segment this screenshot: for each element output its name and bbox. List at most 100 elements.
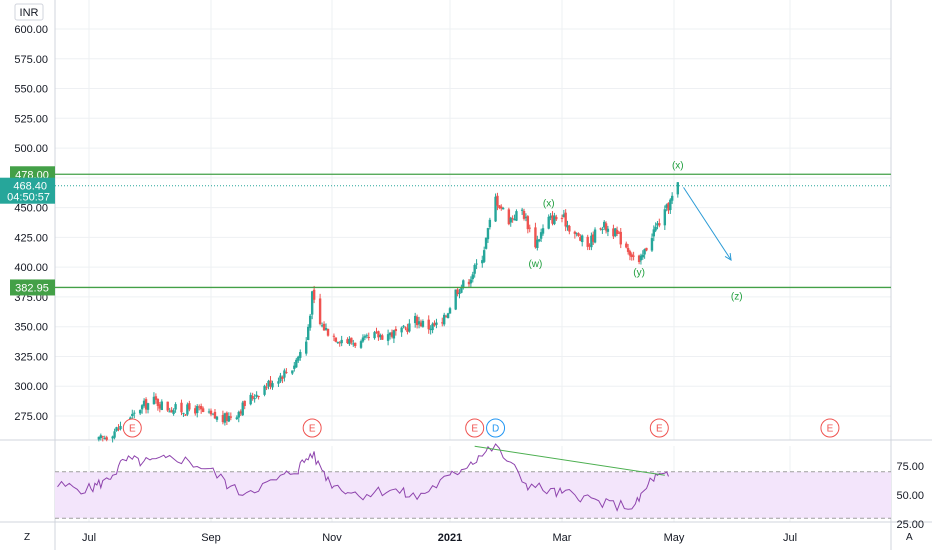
earnings-marker[interactable]: E — [122, 418, 142, 438]
candle-body — [566, 225, 569, 228]
candle — [156, 398, 160, 411]
candle — [103, 435, 106, 440]
candle — [509, 216, 512, 227]
candle-body — [359, 341, 363, 348]
candle-body — [612, 228, 615, 237]
candle — [573, 230, 577, 239]
y-tick-label: 325.00 — [14, 351, 48, 363]
candle-body — [496, 195, 499, 206]
candle-body — [513, 219, 516, 221]
candle — [630, 252, 633, 261]
candle — [277, 377, 280, 387]
candle-body — [160, 401, 164, 411]
candle-body — [421, 320, 425, 327]
candle — [186, 402, 189, 417]
candle-body — [606, 228, 610, 232]
rsi-pane — [55, 443, 891, 519]
candle — [166, 401, 169, 413]
candle — [481, 255, 484, 268]
candle-body — [614, 228, 617, 237]
candle — [111, 435, 114, 443]
auto-scale-button[interactable]: A — [906, 532, 913, 543]
candle-body — [229, 416, 233, 418]
earnings-marker[interactable]: E — [302, 418, 322, 438]
candle — [375, 327, 378, 334]
candle — [279, 372, 282, 383]
candle — [601, 226, 604, 234]
candle — [318, 293, 322, 326]
candle — [215, 415, 219, 423]
candle — [467, 279, 471, 288]
candle — [184, 413, 187, 416]
candle — [427, 315, 430, 334]
candle — [174, 402, 177, 413]
candle — [291, 370, 294, 375]
dividend-marker[interactable]: D — [486, 418, 506, 438]
timezone-toggle-button[interactable]: Z — [24, 532, 31, 543]
candle-body — [156, 398, 160, 406]
projection-arrow-head — [724, 253, 732, 261]
candle-body — [308, 315, 312, 328]
candle-body — [419, 322, 423, 327]
candle — [547, 214, 550, 230]
candle-body — [377, 331, 380, 338]
candle — [180, 399, 183, 416]
candle — [283, 368, 286, 382]
candle-body — [326, 328, 330, 336]
candle — [346, 337, 349, 345]
candle-body — [363, 336, 367, 338]
candle — [524, 213, 528, 222]
candle-body — [460, 287, 463, 293]
candle-body — [348, 338, 351, 345]
earnings-marker[interactable]: E — [649, 418, 669, 438]
candle — [326, 328, 330, 337]
candle — [348, 336, 351, 346]
candle — [626, 244, 630, 255]
marker-label: E — [471, 424, 478, 435]
candle — [194, 405, 197, 416]
candle-body — [338, 342, 341, 344]
candle — [580, 234, 584, 247]
candle-body — [386, 334, 390, 341]
earnings-marker[interactable]: E — [820, 418, 840, 438]
y-tick-label: 425.00 — [14, 232, 48, 244]
candle-body — [482, 250, 486, 262]
candle — [441, 317, 444, 327]
candle — [361, 334, 365, 343]
candle — [433, 320, 436, 327]
candle — [442, 312, 446, 327]
candle-body — [318, 298, 322, 325]
candle — [160, 399, 164, 411]
candle — [539, 228, 543, 243]
candle-body — [133, 412, 136, 414]
candle-body — [539, 232, 543, 239]
x-tick-label: Jul — [783, 532, 797, 544]
candle — [172, 408, 175, 416]
earnings-marker[interactable]: E — [465, 418, 485, 438]
candle — [320, 322, 324, 328]
candle — [549, 212, 552, 221]
candle — [271, 380, 274, 390]
candle — [460, 284, 463, 294]
marker-circle — [122, 418, 142, 438]
candle-body — [467, 281, 471, 285]
candle-body — [115, 427, 118, 431]
candle-body — [580, 235, 584, 243]
candle — [494, 193, 497, 222]
candle-body — [431, 323, 434, 331]
candle — [131, 409, 134, 420]
candle-body — [515, 211, 518, 221]
candle-body — [541, 228, 545, 234]
candle — [656, 220, 659, 230]
currency-label: INR — [14, 3, 44, 21]
candle-body — [297, 356, 300, 361]
candle — [417, 316, 421, 329]
y-tick-label: 350.00 — [14, 322, 48, 334]
candle — [498, 205, 501, 210]
marker-circle — [486, 418, 506, 438]
candle — [293, 361, 296, 372]
candle — [632, 251, 635, 261]
candle — [99, 433, 103, 441]
projection-arrow-line — [683, 187, 732, 261]
